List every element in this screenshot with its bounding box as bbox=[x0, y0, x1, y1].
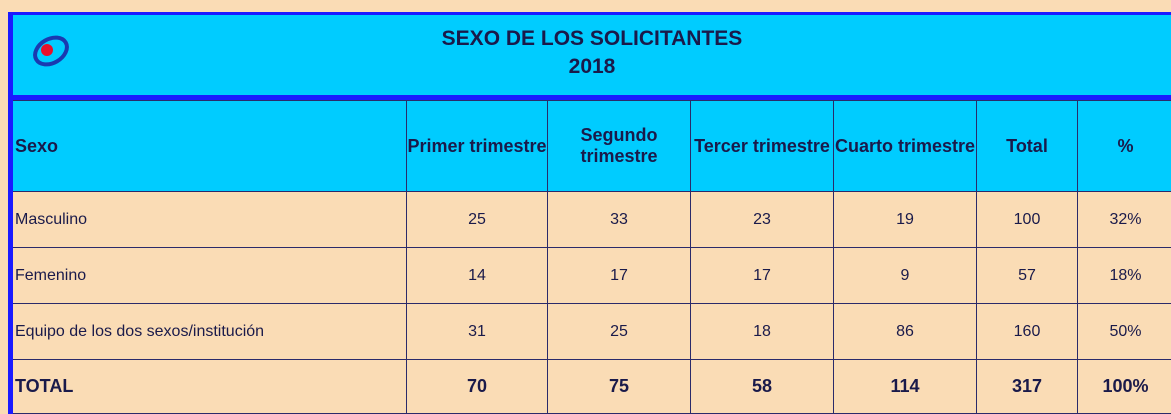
row-label: TOTAL bbox=[8, 359, 407, 414]
title-bar: SEXO DE LOS SOLICITANTES 2018 bbox=[8, 12, 1171, 95]
row: Femenino 14 17 17 9 57 18% bbox=[8, 247, 1171, 304]
separator bbox=[8, 95, 1171, 100]
cell: 114 bbox=[833, 359, 977, 414]
title: SEXO DE LOS SOLICITANTES bbox=[441, 27, 743, 50]
cell: 317 bbox=[976, 359, 1078, 414]
total-row: TOTAL 70 75 58 114 317 100% bbox=[8, 359, 1171, 414]
cell: 23 bbox=[690, 191, 834, 248]
cell: 9 bbox=[833, 247, 977, 304]
row-label: Equipo de los dos sexos/institución bbox=[8, 303, 407, 360]
logo bbox=[33, 35, 69, 67]
cell: 31 bbox=[406, 303, 548, 360]
cell: 17 bbox=[690, 247, 834, 304]
cell: 19 bbox=[833, 191, 977, 248]
subtitle: 2018 bbox=[568, 55, 616, 78]
column-header: % bbox=[1077, 100, 1171, 192]
cell: 50% bbox=[1077, 303, 1171, 360]
cell: 100% bbox=[1077, 359, 1171, 414]
cell: 25 bbox=[547, 303, 691, 360]
column-header: Tercer trimestre bbox=[690, 100, 834, 192]
cell: 14 bbox=[406, 247, 548, 304]
cell: 100 bbox=[976, 191, 1078, 248]
cell: 32% bbox=[1077, 191, 1171, 248]
cell: 33 bbox=[547, 191, 691, 248]
cell: 160 bbox=[976, 303, 1078, 360]
header-row: Sexo Primer trimestre Segundo trimestre Ter… bbox=[8, 100, 1171, 192]
cell: 70 bbox=[406, 359, 548, 414]
column-header: Segundo trimestre bbox=[547, 100, 691, 192]
cell: 75 bbox=[547, 359, 691, 414]
cell: 18% bbox=[1077, 247, 1171, 304]
row-label: Femenino bbox=[8, 247, 407, 304]
table: Sexo Primer trimestre Segundo trimestre Ter… bbox=[8, 100, 1171, 414]
column-header: Cuarto trimestre bbox=[833, 100, 977, 192]
row-label: Masculino bbox=[8, 191, 407, 248]
row: Masculino 25 33 23 19 100 32% bbox=[8, 191, 1171, 248]
row: Equipo de los dos sexos/institución 31 25 1… bbox=[8, 303, 1171, 360]
cell: 86 bbox=[833, 303, 977, 360]
cell: 17 bbox=[547, 247, 691, 304]
column-header: Primer trimestre bbox=[406, 100, 548, 192]
cell: 58 bbox=[690, 359, 834, 414]
cell: 18 bbox=[690, 303, 834, 360]
cell: 25 bbox=[406, 191, 548, 248]
cell: 57 bbox=[976, 247, 1078, 304]
column-header: Total bbox=[976, 100, 1078, 192]
column-header: Sexo bbox=[8, 100, 407, 192]
